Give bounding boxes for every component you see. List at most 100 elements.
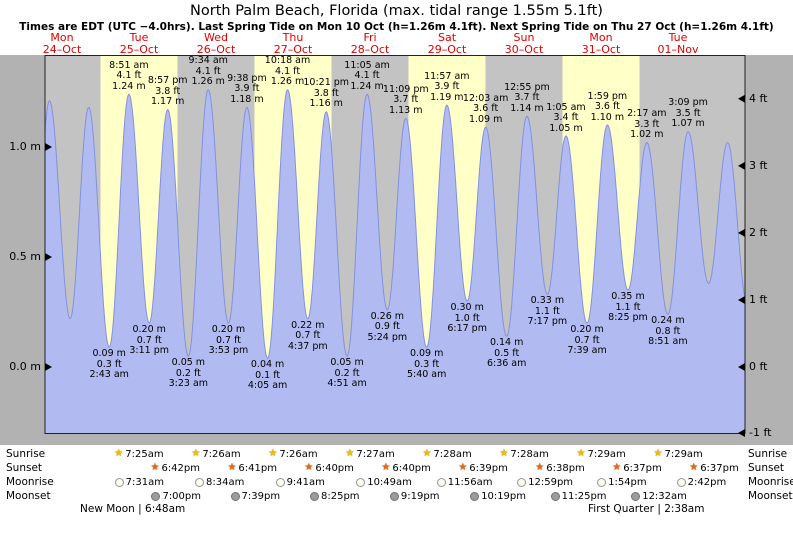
right-axis-tick xyxy=(738,429,745,437)
sunrise-entry: ★ 7:26am xyxy=(268,447,317,461)
moonset-entry: 11:25pm xyxy=(550,489,607,503)
sunrise-time: 7:28am xyxy=(433,448,472,460)
sunrise-icon: ★ xyxy=(345,448,355,459)
tide-label-low: 0.30 m 1.0 ft 6:17 pm xyxy=(435,302,499,335)
axis-label-m: 1.0 m xyxy=(9,140,41,153)
tide-label-line: 1.1 ft xyxy=(615,301,641,313)
moonset-entry: 12:32am xyxy=(631,489,687,503)
sunset-icon: ★ xyxy=(150,462,160,473)
day-label-dow: Sat xyxy=(437,31,457,44)
axis-label-ft: 0 ft xyxy=(749,360,768,373)
sunrise-entry: ★ 7:26am xyxy=(191,447,240,461)
tide-label-line: 1.05 m xyxy=(549,122,583,134)
tide-label-line: 0.09 m xyxy=(92,348,126,360)
moonrise-icon xyxy=(597,477,607,487)
moonset-entry: 8:25pm xyxy=(310,489,360,503)
moonrise-entry: 12:59pm xyxy=(517,475,573,489)
tide-label-line: 7:39 am xyxy=(567,345,607,356)
tide-label-high: 1:59 pm 3.6 ft 1.10 m xyxy=(575,91,639,124)
moonrise-time: 11:56am xyxy=(447,476,493,488)
sunset-time: 6:42pm xyxy=(161,462,200,474)
moonset-icon xyxy=(151,491,161,501)
chart-border xyxy=(44,55,746,434)
tide-label-line: 0.20 m xyxy=(211,324,246,335)
tide-label-line: 3.6 ft xyxy=(594,101,620,112)
left-axis-tick xyxy=(45,253,52,261)
moonrise-time: 12:59pm xyxy=(528,476,574,488)
sunset-entry: ★ 6:39pm xyxy=(458,461,508,475)
tide-label-line: 0.7 ft xyxy=(295,330,321,342)
day-label: Mon 31–Oct xyxy=(567,32,635,55)
tide-label-low: 0.35 m 1.1 ft 8:25 pm xyxy=(596,291,660,324)
tide-label-line: 1.14 m xyxy=(510,102,544,114)
moonset-time: 12:32am xyxy=(642,490,687,502)
left-axis-tick xyxy=(45,363,52,371)
moonrise-entry: 1:54pm xyxy=(597,475,647,489)
right-axis-tick xyxy=(738,295,745,304)
tide-label-line: 1.1 ft xyxy=(534,305,560,317)
sunrise-time: 7:26am xyxy=(279,448,318,460)
moonset-row-label: Moonset xyxy=(6,490,51,502)
tide-label-line: 0.2 ft xyxy=(175,367,201,379)
moonrise-entry: 8:34am xyxy=(194,475,245,489)
moonrise-time: 9:41am xyxy=(286,476,325,488)
day-label: Fri 28–Oct xyxy=(336,32,404,55)
day-label-dow: Fri xyxy=(363,31,377,44)
sunrise-icon: ★ xyxy=(114,448,124,459)
tide-label-line: 0.14 m xyxy=(489,337,524,349)
tide-label-line: 0.7 ft xyxy=(574,334,600,346)
moonrise-entry: 2:42pm xyxy=(676,475,726,489)
sunrise-icon: ★ xyxy=(576,448,586,459)
moonrise-entry: 11:56am xyxy=(436,475,493,489)
tide-label-line: 1.24 m xyxy=(112,80,146,92)
tide-label-line: 0.05 m xyxy=(330,357,364,368)
tide-label-line: 7:17 pm xyxy=(527,316,568,328)
tide-label-line: 3.3 ft xyxy=(634,118,660,130)
sunset-time: 6:37pm xyxy=(623,462,662,474)
day-label: Wed 26–Oct xyxy=(182,32,250,55)
moonrise-entry: 9:41am xyxy=(275,475,325,489)
tide-label-low: 0.09 m 0.3 ft 5:40 am xyxy=(395,349,459,381)
tide-label-line: 2:43 am xyxy=(89,369,129,381)
tide-label-line: 0.30 m xyxy=(450,302,484,313)
tide-label-low: 0.14 m 0.5 ft 6:36 am xyxy=(475,338,539,370)
tide-label-line: 0.33 m xyxy=(530,295,565,307)
tide-label-line: 1.19 m xyxy=(430,91,464,103)
sunset-time: 6:38pm xyxy=(546,462,585,474)
moonset-time: 7:00pm xyxy=(162,490,201,502)
sunset-row-label: Sunset xyxy=(748,462,785,474)
day-label: Sat 29–Oct xyxy=(413,32,481,55)
tide-curve xyxy=(44,89,746,359)
moonrise-row: Moonrise Moonrise 7:31am 8:34am 9:41am 10:49a… xyxy=(0,475,793,489)
sunset-entry: ★ 6:42pm xyxy=(150,461,200,475)
sunset-icon: ★ xyxy=(304,462,314,473)
tide-label-line: 1.10 m xyxy=(590,111,625,123)
sunset-time: 6:39pm xyxy=(469,462,508,474)
tide-label-line: 0.7 ft xyxy=(136,334,162,346)
sunrise-time: 7:27am xyxy=(356,448,395,460)
new-moon-note: New Moon | 6:48am xyxy=(80,503,186,515)
moonrise-time: 8:34am xyxy=(205,476,245,488)
moonrise-time: 1:54pm xyxy=(608,476,647,488)
tide-label-line: 3:23 am xyxy=(168,378,209,389)
day-label-date: 29–Oct xyxy=(427,42,467,56)
sunset-icon: ★ xyxy=(227,462,237,473)
tide-label-line: 6:36 am xyxy=(486,358,527,370)
chart-panel: 1.0 m 0.5 m 0.0 m 4 ft 3 ft 2 ft 1 ft 0 ft -1 ft… xyxy=(0,55,793,445)
moonset-row-label: Moonset xyxy=(748,490,793,502)
sunset-entry: ★ 6:37pm xyxy=(689,461,739,475)
tide-label-line: 3.7 ft xyxy=(393,94,419,106)
tide-label-line: 3.9 ft xyxy=(434,81,460,93)
axis-label-m: 0.5 m xyxy=(9,250,41,263)
tide-curve-chart xyxy=(0,55,793,445)
tide-label-line: 3.5 ft xyxy=(675,107,701,119)
sunrise-time: 7:26am xyxy=(202,448,241,460)
axis-label-ft: 3 ft xyxy=(749,158,768,172)
tide-label-high: 10:18 am 4.1 ft 1.26 m xyxy=(256,56,320,88)
tide-label-line: 1.13 m xyxy=(389,104,423,116)
tide-label-line: 1.16 m xyxy=(309,98,343,110)
tide-label-line: 8:51 am xyxy=(109,59,149,71)
tide-label-line: 0.20 m xyxy=(570,324,604,335)
tide-label-high: 2:17 am 3.3 ft 1.02 m xyxy=(615,109,679,141)
